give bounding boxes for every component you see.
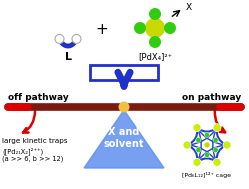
Circle shape: [149, 36, 161, 48]
Text: X and: X and: [108, 127, 140, 137]
Text: (a >> 6, b >> 12): (a >> 6, b >> 12): [2, 155, 63, 161]
Text: on pathway: on pathway: [182, 94, 241, 102]
Circle shape: [193, 158, 201, 166]
Circle shape: [119, 101, 129, 112]
Text: +: +: [96, 22, 108, 37]
Bar: [90, 65, 158, 80]
Circle shape: [149, 8, 161, 20]
Polygon shape: [84, 110, 164, 168]
Circle shape: [204, 132, 209, 138]
Text: large kinetic traps: large kinetic traps: [2, 138, 68, 144]
Text: ([Pd₂₁X₂]²⁺⁺): ([Pd₂₁X₂]²⁺⁺): [2, 147, 43, 155]
Circle shape: [196, 147, 201, 153]
Circle shape: [213, 158, 221, 166]
Text: X: X: [186, 2, 192, 12]
Text: off pathway: off pathway: [8, 94, 69, 102]
Circle shape: [183, 141, 191, 149]
Text: [Pd₆L₁₂]¹²⁺ cage: [Pd₆L₁₂]¹²⁺ cage: [183, 172, 232, 178]
Text: L: L: [64, 52, 71, 62]
Text: [PdX₄]²⁺: [PdX₄]²⁺: [138, 52, 172, 61]
Circle shape: [213, 147, 218, 153]
Text: solvent: solvent: [104, 139, 144, 149]
Circle shape: [193, 124, 201, 132]
Circle shape: [196, 138, 201, 143]
Circle shape: [223, 141, 231, 149]
Circle shape: [55, 35, 64, 43]
Circle shape: [134, 22, 146, 34]
Circle shape: [145, 18, 165, 38]
Circle shape: [72, 35, 81, 43]
Circle shape: [213, 138, 218, 143]
Circle shape: [164, 22, 176, 34]
Circle shape: [213, 124, 221, 132]
Circle shape: [205, 143, 209, 147]
Circle shape: [204, 153, 209, 157]
